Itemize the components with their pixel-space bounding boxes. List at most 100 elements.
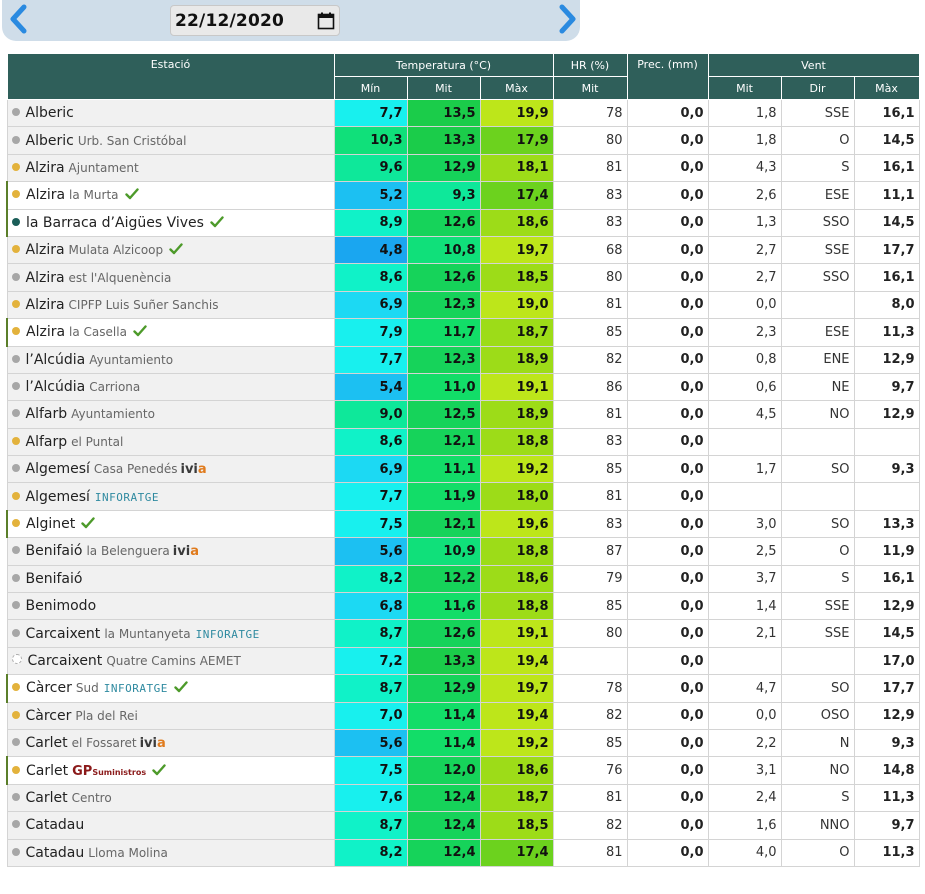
- station-cell[interactable]: la Barraca d’Aigües Vives: [6, 208, 335, 237]
- table-row[interactable]: l’Alcúdia Carriona 5,4 11,0 19,1 86 0,0 0,6 NE 9,…: [6, 372, 920, 402]
- table-row[interactable]: Benifaió 8,2 12,2 18,6 79 0,0 3,7 S 16,1: [6, 564, 920, 594]
- station-cell[interactable]: Càrcer Pla del Rei: [6, 701, 335, 730]
- header-humidity[interactable]: HR (%): [552, 53, 628, 77]
- station-cell[interactable]: Carlet Centro: [6, 783, 335, 813]
- station-cell[interactable]: Carcaixent la Muntanyeta INFORATGE: [6, 619, 335, 648]
- temp-mit-cell: 13,3: [406, 126, 481, 155]
- table-row[interactable]: Alzira Ajuntament 9,6 12,9 18,1 81 0,0 4,3 S 16,1: [6, 153, 920, 183]
- station-sublabel: Mulata Alzicoop: [68, 243, 164, 258]
- station-cell[interactable]: Alginet: [6, 509, 335, 539]
- table-row[interactable]: Alberic 7,7 13,5 19,9 78 0,0 1,8 SSE 16,1: [6, 98, 920, 128]
- temp-mit-cell: 12,0: [406, 756, 481, 785]
- table-row[interactable]: Alzira la Casella 7,9 11,7 18,7 85 0,0 2,3 ESE 11…: [6, 318, 920, 347]
- table-row[interactable]: Benimodo 6,8 11,6 18,8 85 0,0 1,4 SSE 12,9: [6, 592, 920, 621]
- station-status-dot: [12, 217, 20, 226]
- station-cell[interactable]: Alzira Ajuntament: [6, 153, 335, 183]
- header-temperature[interactable]: Temperatura (°C): [333, 53, 554, 77]
- table-row[interactable]: Alginet 7,5 12,1 19,6 83 0,0 3,0 SO 13,3: [6, 509, 920, 539]
- station-cell[interactable]: Benifaió la Belenguera ivia: [6, 537, 335, 566]
- station-name: Alzira: [25, 159, 65, 176]
- wind-mit-cell: 0,0: [707, 290, 782, 320]
- station-status-dot: [11, 738, 20, 747]
- station-cell[interactable]: Alberic: [6, 98, 335, 128]
- humidity-cell: 83: [552, 181, 628, 210]
- station-cell[interactable]: Alzira Mulata Alzicoop: [6, 235, 335, 265]
- station-cell[interactable]: Alzira la Casella: [6, 318, 335, 347]
- station-cell[interactable]: Càrcer Sud INFORATGE: [6, 674, 335, 703]
- station-sublabel: la Murta: [69, 188, 119, 203]
- header-wind[interactable]: Vent: [707, 53, 920, 77]
- header-temp-mit[interactable]: Mit: [406, 76, 481, 100]
- stations-table: Estació Temperatura (°C) HR (%) Prec. (m…: [6, 53, 920, 867]
- temp-mit-cell: 11,0: [406, 372, 481, 402]
- wind-max-cell: 11,9: [853, 537, 920, 566]
- table-row[interactable]: Algemesí INFORATGE 7,7 11,9 18,0 81 0,0: [6, 482, 920, 511]
- station-name: Alzira: [25, 269, 65, 286]
- table-row[interactable]: la Barraca d’Aigües Vives 8,9 12,6 18,6 83 0,…: [6, 208, 920, 237]
- table-row[interactable]: Benifaió la Belenguera ivia 5,6 10,9 18,8 87 0,…: [6, 537, 920, 566]
- station-status-dot: [12, 519, 20, 528]
- wind-dir-cell: [780, 290, 855, 320]
- table-row[interactable]: Carcaixent Quatre Camins AEMET 7,2 13,3 19,4…: [6, 646, 920, 676]
- date-input[interactable]: 22/12/2020: [170, 5, 340, 36]
- header-wind-mit[interactable]: Mit: [707, 76, 782, 100]
- station-cell[interactable]: Alzira est l'Alquenència: [6, 263, 335, 292]
- table-row[interactable]: Alzira est l'Alquenència 8,6 12,6 18,5 80 0,0 2…: [6, 263, 920, 292]
- header-temp-max[interactable]: Màx: [479, 76, 554, 100]
- table-row[interactable]: Alfarb Ayuntamiento 9,0 12,5 18,9 81 0,0 4,5 NO 1…: [6, 400, 920, 429]
- station-cell[interactable]: Alfarb Ayuntamiento: [6, 400, 335, 429]
- station-cell[interactable]: Algemesí INFORATGE: [6, 482, 335, 511]
- header-hr-mit[interactable]: Mit: [552, 76, 628, 100]
- header-temp-min[interactable]: Mín: [333, 76, 408, 100]
- table-row[interactable]: Alzira la Murta 5,2 9,3 17,4 83 0,0 2,6 ESE 11,1: [6, 181, 920, 210]
- header-wind-dir[interactable]: Dir: [780, 76, 855, 100]
- station-cell[interactable]: Carlet el Fossaret ivia: [6, 728, 335, 758]
- station-cell[interactable]: Algemesí Casa Penedés ivia: [6, 455, 335, 484]
- table-row[interactable]: Alzira Mulata Alzicoop 4,8 10,8 19,7 68 0,0 2,7…: [6, 235, 920, 265]
- wind-mit-cell: 4,5: [707, 400, 782, 429]
- table-row[interactable]: Catadau Lloma Molina 8,2 12,4 17,4 81 0,0 4,0 O 1…: [6, 838, 920, 867]
- station-cell[interactable]: Catadau: [6, 811, 335, 840]
- table-row[interactable]: l’Alcúdia Ayuntamiento 7,7 12,3 18,9 82 0,0 0,8…: [6, 345, 920, 374]
- temp-min-cell: 8,7: [333, 619, 408, 648]
- inforatge-logo: INFORATGE: [94, 490, 160, 504]
- temp-mit-cell: 12,1: [406, 509, 481, 539]
- table-row[interactable]: Carcaixent la Muntanyeta INFORATGE 8,7 12,6 1…: [6, 619, 920, 648]
- table-row[interactable]: Alberic Urb. San Cristóbal 10,3 13,3 17,9 80 0…: [6, 126, 920, 155]
- station-cell[interactable]: Alberic Urb. San Cristóbal: [6, 126, 335, 155]
- station-cell[interactable]: Alzira CIPFP Luis Suñer Sanchis: [6, 290, 335, 320]
- station-cell[interactable]: l’Alcúdia Carriona: [6, 372, 335, 402]
- wind-max-cell: 16,1: [853, 98, 920, 128]
- wind-dir-cell: OSO: [780, 701, 855, 730]
- station-cell[interactable]: l’Alcúdia Ayuntamiento: [6, 345, 335, 374]
- header-wind-max[interactable]: Màx: [853, 76, 920, 100]
- table-row[interactable]: Catadau 8,7 12,4 18,5 82 0,0 1,6 NNO 9,7: [6, 811, 920, 840]
- chevron-right-icon[interactable]: [556, 4, 578, 34]
- station-cell[interactable]: Benimodo: [6, 592, 335, 621]
- station-name: Càrcer: [26, 680, 72, 697]
- station-cell[interactable]: Benifaió: [6, 564, 335, 594]
- table-row[interactable]: Càrcer Sud INFORATGE 8,7 12,9 19,7 78 0,0 4,7 SO 1…: [6, 674, 920, 703]
- station-cell[interactable]: Carlet GPSuministros: [6, 756, 335, 785]
- precipitation-cell: 0,0: [626, 728, 709, 758]
- table-row[interactable]: Alfarp el Puntal 8,6 12,1 18,8 83 0,0: [6, 427, 920, 457]
- station-cell[interactable]: Catadau Lloma Molina: [6, 838, 335, 867]
- station-status-dot: [11, 162, 20, 171]
- header-station[interactable]: Estació: [6, 53, 335, 100]
- table-row[interactable]: Alzira CIPFP Luis Suñer Sanchis 6,9 12,3 19,…: [6, 290, 920, 320]
- calendar-icon[interactable]: [317, 12, 335, 30]
- table-row[interactable]: Carlet GPSuministros 7,5 12,0 18,6 76 0,0 3,1 NO…: [6, 756, 920, 785]
- station-cell[interactable]: Alzira la Murta: [6, 181, 335, 210]
- temp-min-cell: 7,5: [333, 509, 408, 539]
- table-row[interactable]: Carlet el Fossaret ivia 5,6 11,4 19,2 85 0,0 2,2…: [6, 728, 920, 758]
- temp-min-cell: 7,5: [333, 756, 408, 785]
- table-row[interactable]: Carlet Centro 7,6 12,4 18,7 81 0,0 2,4 S 11,3: [6, 783, 920, 813]
- table-row[interactable]: Algemesí Casa Penedés ivia 6,9 11,1 19,2 85 0,0…: [6, 455, 920, 484]
- chevron-left-icon[interactable]: [8, 4, 30, 34]
- station-status-dot: [11, 573, 20, 582]
- station-cell[interactable]: Alfarp el Puntal: [6, 427, 335, 457]
- table-row[interactable]: Càrcer Pla del Rei 7,0 11,4 19,4 82 0,0 0,0 OSO 1…: [6, 701, 920, 730]
- wind-max-cell: 14,5: [853, 619, 920, 648]
- station-cell[interactable]: Carcaixent Quatre Camins AEMET: [6, 646, 335, 676]
- header-precipitation[interactable]: Prec. (mm): [626, 53, 709, 100]
